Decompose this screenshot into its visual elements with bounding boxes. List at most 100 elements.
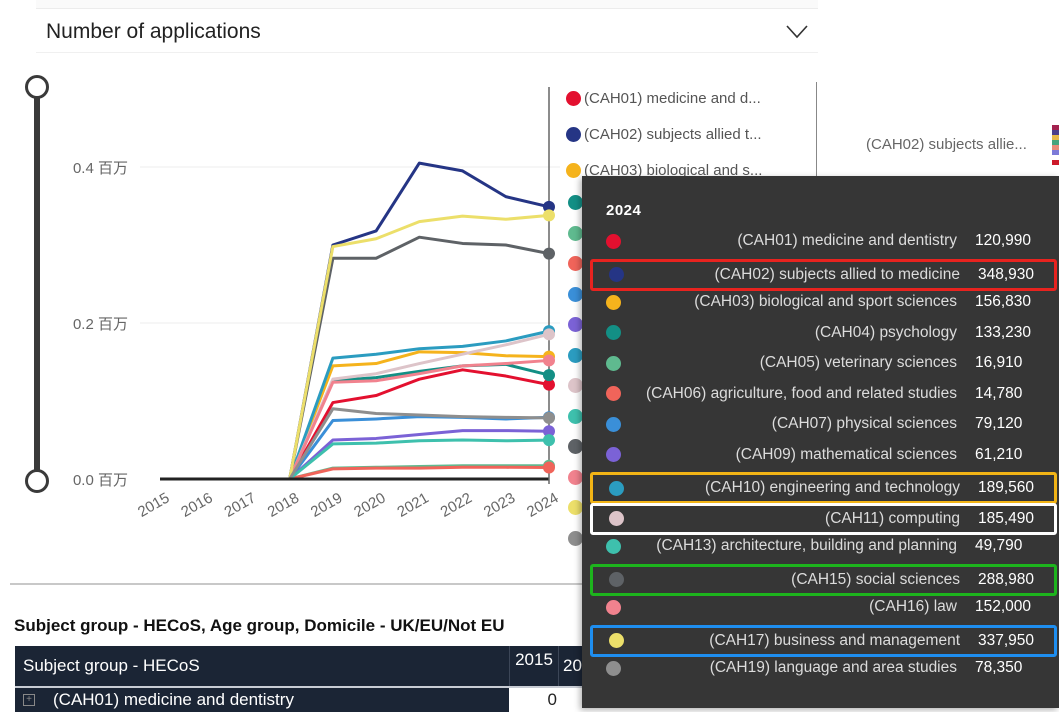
- tooltip-row: (CAH19) language and area studies 78,350: [590, 655, 1051, 681]
- tooltip-series-value: 152,000: [975, 598, 1032, 615]
- data-tooltip: 2024 (CAH01) medicine and dentistry 120,9…: [582, 176, 1059, 708]
- legend-label: (CAH01) medicine and d...: [584, 89, 761, 107]
- x-tick-label: 2016: [178, 489, 215, 520]
- column-header-2015[interactable]: 2015: [509, 646, 559, 686]
- line-chart: 0.0 百万0.2 百万0.4 百万 2015 2016 2017 2018 2019 2…: [73, 87, 560, 521]
- legend-dot[interactable]: [568, 500, 583, 515]
- tooltip-series-name: (CAH16) law: [869, 598, 957, 615]
- measure-dropdown[interactable]: Number of applications: [36, 12, 818, 52]
- tooltip-series-value: 49,790: [975, 537, 1023, 554]
- zoom-slider-top-handle[interactable]: [25, 75, 49, 99]
- legend-dot[interactable]: [568, 439, 583, 454]
- series-marker[interactable]: [543, 328, 555, 341]
- tooltip-series-name: (CAH04) psychology: [814, 323, 957, 341]
- top-strip: [36, 0, 818, 9]
- legend-dot[interactable]: [568, 530, 583, 546]
- tooltip-row: (CAH13) architecture, building and plann…: [590, 533, 1051, 559]
- series-line[interactable]: [160, 350, 550, 481]
- series-marker[interactable]: [543, 200, 555, 213]
- expand-icon[interactable]: +: [23, 694, 35, 706]
- zoom-slider-track[interactable]: [34, 94, 40, 474]
- tooltip-series-value: 133,230: [975, 323, 1032, 341]
- series-marker[interactable]: [543, 354, 555, 367]
- series-marker[interactable]: [543, 209, 555, 222]
- legend-dot[interactable]: [568, 469, 583, 485]
- measure-dropdown-label: Number of applications: [46, 20, 261, 43]
- tooltip-row: (CAH11) computing 185,490: [590, 502, 1057, 535]
- y-tick-label: 0.2 百万: [73, 316, 128, 333]
- tooltip-series-value: 61,210: [975, 445, 1023, 463]
- legend-dot: [566, 126, 581, 142]
- tooltip-series-value: 156,830: [975, 293, 1032, 310]
- tooltip-row: (CAH05) veterinary sciences 16,910: [590, 350, 1051, 376]
- tooltip-series-name: (CAH07) physical sciences: [771, 415, 957, 432]
- chart-legend: (CAH01) medicine and d... (CAH02) subjec…: [566, 80, 816, 188]
- table-cell: 0: [509, 690, 561, 710]
- legend-item-cah03[interactable]: (CAH03) biological and s...: [566, 152, 816, 188]
- series-marker[interactable]: [543, 411, 555, 424]
- legend-dot[interactable]: [568, 195, 583, 210]
- tooltip-row: (CAH03) biological and sport sciences 156…: [590, 289, 1051, 315]
- tooltip-row: (CAH01) medicine and dentistry 120,990: [590, 228, 1051, 254]
- series-color-dot: [606, 386, 621, 401]
- tooltip-row: (CAH10) engineering and technology 189,56…: [590, 472, 1057, 504]
- legend-dot[interactable]: [568, 408, 583, 424]
- matrix-table: Subject group - HECoS 2015 20 + (CAH01) …: [15, 646, 595, 712]
- tooltip-series-value: 16,910: [975, 354, 1023, 371]
- mini-color-bars: [1052, 125, 1059, 165]
- series-line[interactable]: [160, 368, 550, 481]
- zoom-slider-bottom-handle[interactable]: [25, 469, 49, 493]
- series-color-dot: [606, 233, 621, 249]
- series-color-dot: [606, 447, 621, 462]
- tooltip-series-name: (CAH13) architecture, building and plann…: [656, 537, 957, 554]
- column-header-subject[interactable]: Subject group - HECoS: [23, 656, 200, 675]
- section-divider: [10, 583, 590, 585]
- series-color-dot: [609, 633, 624, 648]
- legend-dot[interactable]: [568, 347, 583, 363]
- tooltip-series-value: 348,930: [978, 265, 1035, 283]
- tooltip-series-name: (CAH15) social sciences: [791, 570, 960, 588]
- x-tick-label: 2017: [221, 489, 258, 520]
- series-marker[interactable]: [543, 369, 555, 382]
- tooltip-series-value: 79,120: [975, 415, 1023, 432]
- legend-dot[interactable]: [568, 225, 583, 241]
- x-tick-label: 2021: [394, 489, 431, 520]
- row-header: + (CAH01) medicine and dentistry: [15, 688, 509, 712]
- series-marker[interactable]: [543, 378, 555, 391]
- column-header-2016[interactable]: 20: [563, 656, 582, 675]
- series-line[interactable]: [160, 429, 550, 481]
- tooltip-row: (CAH09) mathematical sciences 61,210: [590, 442, 1051, 468]
- tooltip-series-name: (CAH02) subjects allied to medicine: [714, 265, 960, 283]
- series-marker[interactable]: [543, 461, 555, 474]
- legend-item-cah02[interactable]: (CAH02) subjects allied t...: [566, 116, 816, 152]
- x-tick-label: 2024: [524, 489, 560, 520]
- series-color-dot: [606, 294, 621, 310]
- series-line[interactable]: [160, 465, 550, 481]
- tooltip-row: (CAH17) business and management 337,950: [590, 624, 1057, 657]
- y-tick-label: 0.4 百万: [73, 160, 128, 177]
- chevron-down-icon: [786, 25, 808, 39]
- legend-item-cah01[interactable]: (CAH01) medicine and d...: [566, 80, 816, 116]
- legend-label: (CAH03) biological and s...: [584, 161, 763, 179]
- series-line[interactable]: [160, 438, 550, 481]
- series-marker[interactable]: [543, 425, 555, 438]
- tooltip-title: 2024: [606, 202, 642, 219]
- legend-dot[interactable]: [568, 286, 583, 302]
- legend-label: (CAH02) subjects allied t...: [584, 125, 762, 143]
- table-row: + (CAH01) medicine and dentistry 0: [15, 688, 595, 712]
- x-tick-label: 2018: [265, 489, 302, 520]
- x-tick-label: 2019: [308, 489, 345, 520]
- series-marker[interactable]: [543, 434, 555, 447]
- tooltip-series-value: 185,490: [978, 509, 1035, 527]
- legend-dot[interactable]: [568, 378, 583, 393]
- series-marker[interactable]: [543, 247, 555, 260]
- legend-dot[interactable]: [568, 317, 583, 332]
- legend-dot[interactable]: [568, 256, 583, 271]
- table-title: Subject group - HECoS, Age group, Domici…: [14, 616, 505, 635]
- legend-dot: [566, 162, 581, 178]
- tooltip-row: (CAH04) psychology 133,230: [590, 320, 1051, 346]
- tooltip-series-value: 189,560: [978, 479, 1035, 496]
- table-header: Subject group - HECoS 2015 20: [15, 646, 595, 688]
- tooltip-series-name: (CAH19) language and area studies: [709, 659, 957, 676]
- tooltip-series-name: (CAH11) computing: [825, 509, 960, 527]
